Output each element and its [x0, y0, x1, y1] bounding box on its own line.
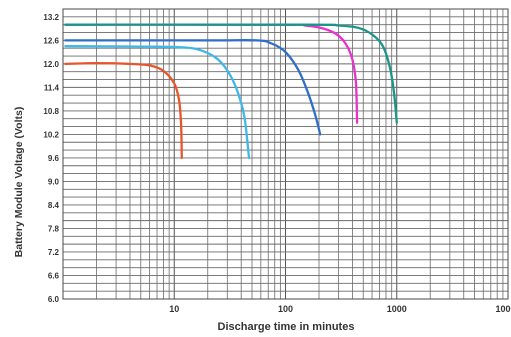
y-axis-label: Battery Module Voltage (Volts)	[13, 107, 25, 258]
plot-frame	[62, 8, 509, 300]
x-tick-label: 10	[169, 304, 179, 314]
y-tick-label: 12.0	[43, 60, 59, 69]
x-tick-label: 10000	[495, 304, 511, 314]
series-layer	[64, 23, 398, 160]
y-tick-label: 6.6	[48, 271, 60, 280]
x-tick-label: 100	[278, 304, 293, 314]
series-line-3	[64, 38, 322, 136]
y-tick-labels: 6.0 6.6 7.2 7.8 8.4 9.0 9.6 10.2 10.8 11.4 12.0 12.…	[43, 13, 59, 304]
y-tick-label: 11.4	[44, 83, 60, 92]
y-tick-label: 7.8	[48, 224, 60, 233]
series-line-5	[64, 23, 398, 124]
y-tick-label: 10.2	[43, 130, 59, 139]
grid	[63, 9, 508, 299]
y-tick-label: 7.2	[48, 248, 60, 257]
y-tick-label: 6.0	[48, 295, 60, 304]
x-tick-labels: 10 100 1000 10000	[169, 304, 511, 314]
y-tick-label: 9.0	[48, 177, 60, 186]
y-tick-label: 12.6	[43, 36, 59, 45]
y-tick-label: 13.2	[43, 13, 59, 22]
y-tick-label: 9.6	[48, 154, 60, 163]
y-tick-label: 10.8	[43, 107, 59, 116]
y-tick-label: 8.4	[48, 201, 60, 210]
x-tick-label: 1000	[387, 304, 407, 314]
x-axis-label: Discharge time in minutes	[218, 321, 355, 333]
series-line-1	[64, 61, 183, 160]
series-line-2	[64, 45, 251, 160]
